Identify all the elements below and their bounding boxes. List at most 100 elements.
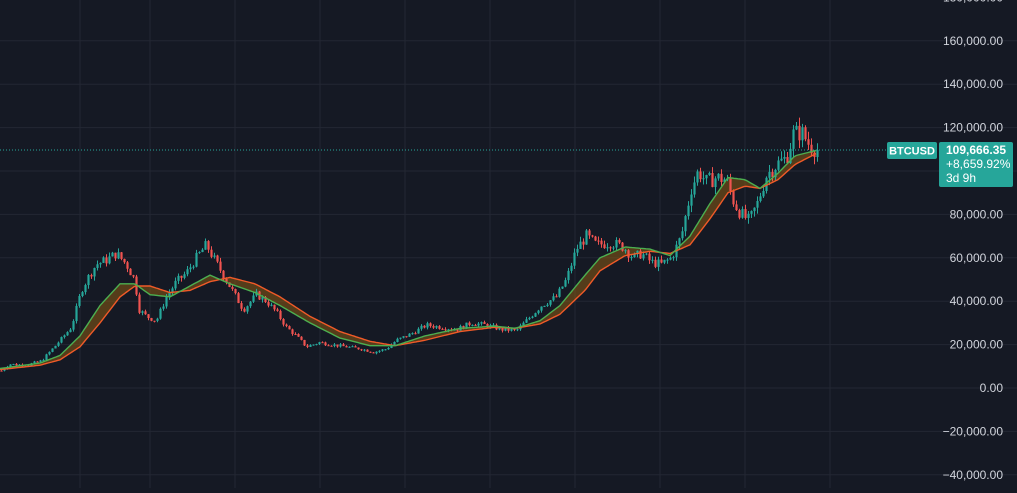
candle-down [441,328,444,330]
candle-down [729,178,732,191]
candle-down [720,173,723,182]
candle-down [345,346,348,348]
candle-up [18,364,21,366]
candle-up [426,323,429,328]
candle-down [279,310,282,320]
candle-down [513,328,516,330]
candle-up [51,348,54,352]
candle-down [507,327,510,331]
candle-down [324,342,327,346]
candle-up [66,332,69,336]
y-tick-label: 140,000.00 [943,77,1003,91]
candle-up [348,346,351,348]
candle-down [648,253,651,261]
candle-up [585,230,588,245]
candle-up [642,254,645,259]
candle-down [588,230,591,236]
bar-countdown-label: 3d 9h [946,171,976,185]
candle-down [735,204,738,211]
candle-down [660,259,663,263]
candle-down [342,344,345,347]
candle-up [492,324,495,326]
candle-up [681,231,684,239]
candle-up [39,360,42,362]
candle-down [285,324,288,327]
candle-up [45,354,48,360]
candle-up [195,252,198,267]
candle-up [687,205,690,217]
candle-up [117,252,120,259]
candle-down [267,302,270,306]
candle-up [141,311,144,313]
candle-up [96,264,99,268]
candle-up [396,338,399,343]
candle-up [540,306,543,311]
candle-up [246,306,249,312]
candle-down [273,304,276,310]
candle-up [723,179,726,182]
candle-up [312,344,315,346]
candle-up [708,172,711,175]
candle-up [3,368,6,371]
y-tick-label: 160,000.00 [943,34,1003,48]
candle-up [780,158,783,161]
candle-down [327,345,330,347]
candle-up [156,318,159,321]
candle-down [429,323,432,327]
candle-up [159,308,162,319]
candle-up [111,252,114,257]
candle-up [192,266,195,268]
candle-up [84,285,87,293]
candle-down [0,370,3,372]
candle-down [222,270,225,279]
price-tag: BTCUSD 109,666.35 +8,659.92% 3d 9h [887,142,1013,188]
candle-up [606,247,609,249]
candle-up [564,280,567,287]
y-tick-label: 0.00 [980,381,1004,395]
candle-up [561,286,564,289]
candle-down [483,322,486,324]
candle-down [126,262,129,269]
candle-down [303,339,306,346]
ema-slow-line [0,152,817,371]
candle-up [435,326,438,328]
candle-down [582,241,585,245]
candle-down [132,275,135,277]
candle-up [789,148,792,164]
candle-up [558,288,561,297]
candle-up [756,200,759,208]
candle-down [276,309,279,311]
candle-up [498,327,501,330]
candle-up [576,248,579,253]
candle-down [228,282,231,287]
candle-up [168,292,171,297]
candle-up [531,316,534,318]
symbol-label: BTCUSD [889,146,935,158]
candle-up [309,345,312,347]
y-tick-label: 80,000.00 [950,207,1004,221]
candle-up [534,313,537,317]
candle-down [123,258,126,263]
candle-up [669,257,672,260]
candle-down [354,346,357,348]
candle-down [555,296,558,298]
candle-down [405,336,408,338]
candle-up [753,207,756,212]
candle-down [732,190,735,205]
candle-up [477,323,480,326]
candle-down [786,157,789,164]
candle-up [504,327,507,331]
candle-up [213,255,216,257]
candle-up [645,253,648,255]
candle-up [48,351,51,355]
candle-down [462,325,465,329]
price-axis[interactable]: 160,000.00140,000.00120,000.00100,000.00… [943,0,1004,482]
candle-down [105,257,108,264]
candle-up [201,249,204,253]
candle-down [240,303,243,309]
candle-up [684,216,687,232]
candle-down [288,326,291,330]
candle-down [264,297,267,303]
